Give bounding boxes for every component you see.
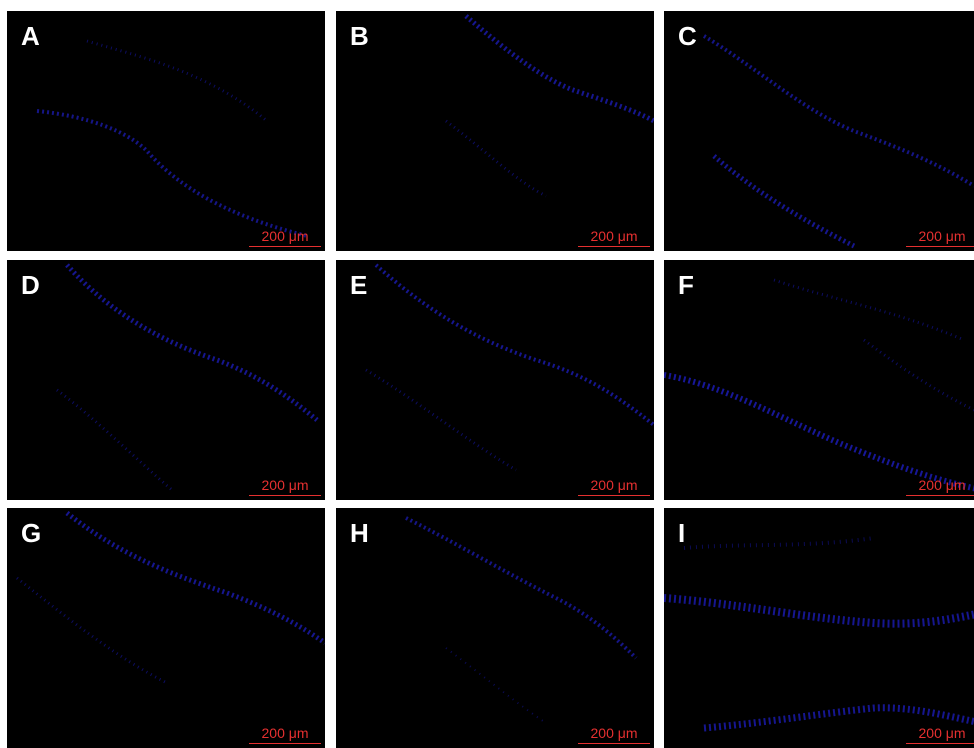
panel-b: B 200 μm <box>336 11 654 251</box>
panel-label: D <box>21 270 40 300</box>
scale-bar-label: 200 μm <box>918 725 966 741</box>
panel-label: A <box>21 21 40 51</box>
tissue-band <box>86 39 268 123</box>
scale-bar-line <box>578 743 650 744</box>
tissue-band <box>56 388 173 492</box>
panel-h: H 200 μm <box>336 508 654 748</box>
scale-bar-label: 200 μm <box>261 228 309 244</box>
panel-g: G 200 μm <box>7 508 325 748</box>
scale-bar-label: 200 μm <box>590 228 638 244</box>
micrograph-h <box>405 516 638 724</box>
scale-bar-label: 200 μm <box>590 477 638 493</box>
tissue-band <box>703 704 974 732</box>
scale-bar-label: 200 μm <box>918 228 966 244</box>
tissue-band <box>702 34 974 188</box>
scale-bar: 200 μm <box>578 726 650 744</box>
micrograph-g <box>16 511 325 685</box>
panel-label: I <box>678 518 686 548</box>
scale-bar-label: 200 μm <box>261 725 309 741</box>
scale-bar-line <box>906 495 974 496</box>
tissue-band <box>445 647 547 724</box>
scale-bar-line <box>578 495 650 496</box>
tissue-band <box>65 263 319 422</box>
panel-i: I 200 μm <box>664 508 974 748</box>
tissue-band <box>445 119 547 198</box>
panel-label: C <box>678 21 697 51</box>
scale-bar: 200 μm <box>906 726 974 744</box>
panel-label: F <box>678 270 694 300</box>
scale-bar-label: 200 μm <box>918 477 966 493</box>
panel-f: F 200 μm <box>664 260 974 500</box>
micrograph-a <box>36 39 308 238</box>
tissue-band <box>712 154 856 249</box>
micrograph-d <box>56 263 319 492</box>
micrograph-c <box>702 34 974 249</box>
tissue-band <box>405 516 638 660</box>
tissue-band <box>464 14 654 124</box>
micrograph-b <box>445 14 654 198</box>
scale-bar: 200 μm <box>249 229 321 247</box>
micrograph-e <box>365 263 654 472</box>
scale-bar-line <box>249 495 321 496</box>
scale-bar: 200 μm <box>578 229 650 247</box>
panel-c: C 200 μm <box>664 11 974 251</box>
tissue-band <box>16 576 168 685</box>
scale-bar-line <box>249 743 321 744</box>
scale-bar: 200 μm <box>906 478 974 496</box>
tissue-band <box>36 109 308 238</box>
scale-bar-label: 200 μm <box>261 477 309 493</box>
panel-label: H <box>350 518 369 548</box>
panel-label: B <box>350 21 369 51</box>
tissue-band <box>374 263 654 427</box>
tissue-band <box>863 338 974 412</box>
scale-bar-line <box>906 246 974 247</box>
tissue-band <box>65 511 325 646</box>
scale-bar-line <box>578 246 650 247</box>
panel-label: G <box>21 518 42 548</box>
scale-bar: 200 μm <box>578 478 650 496</box>
tissue-band <box>664 372 974 492</box>
micrograph-f <box>664 278 974 492</box>
scale-bar: 200 μm <box>906 229 974 247</box>
panel-e: E 200 μm <box>336 260 654 500</box>
scale-bar-label: 200 μm <box>590 725 638 741</box>
scale-bar-line <box>249 246 321 247</box>
tissue-band <box>773 278 965 342</box>
tissue-band <box>365 368 517 472</box>
panel-a: A 200 μm <box>7 11 325 251</box>
micrograph-i <box>664 536 974 732</box>
tissue-band <box>683 536 875 550</box>
panel-label: E <box>350 270 368 300</box>
scale-bar: 200 μm <box>249 726 321 744</box>
tissue-band <box>664 594 974 628</box>
scale-bar: 200 μm <box>249 478 321 496</box>
panel-d: D 200 μm <box>7 260 325 500</box>
scale-bar-line <box>906 743 974 744</box>
